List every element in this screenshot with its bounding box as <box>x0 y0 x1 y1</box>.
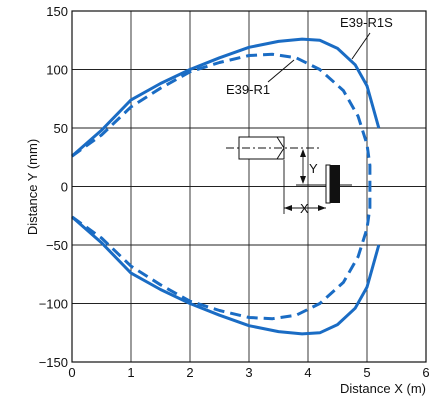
diagram-y-label: Y <box>309 161 318 176</box>
diagram-x-label: X <box>300 201 309 216</box>
y-tick-label: 150 <box>46 4 68 19</box>
x-arrow-right <box>318 205 326 211</box>
y-tick-label: −50 <box>46 238 68 253</box>
x-axis-label: Distance X (m) <box>340 381 426 396</box>
x-tick-label: 6 <box>422 365 429 380</box>
sensor-diagram: Y X <box>226 136 352 216</box>
y-tick-label: 0 <box>61 180 68 195</box>
y-tick-label: 100 <box>46 63 68 78</box>
x-tick-label: 1 <box>127 365 134 380</box>
leader-e39-r1 <box>267 59 295 83</box>
x-tick-label: 5 <box>363 365 370 380</box>
series-lines <box>71 37 381 336</box>
sensor-lens-bottom <box>276 147 285 160</box>
series-e39-r1-upper <box>71 52 372 321</box>
x-tick-label: 3 <box>245 365 252 380</box>
plot-frame <box>71 10 427 363</box>
reflector-prism <box>330 165 340 203</box>
label-e39-r1s: E39-R1S <box>340 15 393 30</box>
y-arrow-up <box>300 149 306 157</box>
y-arrow-down <box>300 176 306 184</box>
y-tick-label: −150 <box>39 355 68 370</box>
label-e39-r1: E39-R1 <box>226 82 270 97</box>
y-axis-label: Distance Y (mm) <box>25 139 40 235</box>
leader-e39-r1s <box>351 32 371 60</box>
x-arrow-left <box>284 205 292 211</box>
x-tick-label: 4 <box>304 365 311 380</box>
series-e39-r1s-upper <box>71 37 381 158</box>
reflector-plate <box>325 164 331 204</box>
y-tick-label: 50 <box>54 121 68 136</box>
sensor-lens-top <box>276 136 285 149</box>
x-tick-label: 0 <box>68 365 75 380</box>
series-e39-r1s-lower <box>71 215 381 336</box>
tick-labels: 0 1 2 3 4 5 6 −150 −100 −50 0 50 100 150 <box>39 4 430 380</box>
x-tick-label: 2 <box>186 365 193 380</box>
y-tick-label: −100 <box>39 297 68 312</box>
